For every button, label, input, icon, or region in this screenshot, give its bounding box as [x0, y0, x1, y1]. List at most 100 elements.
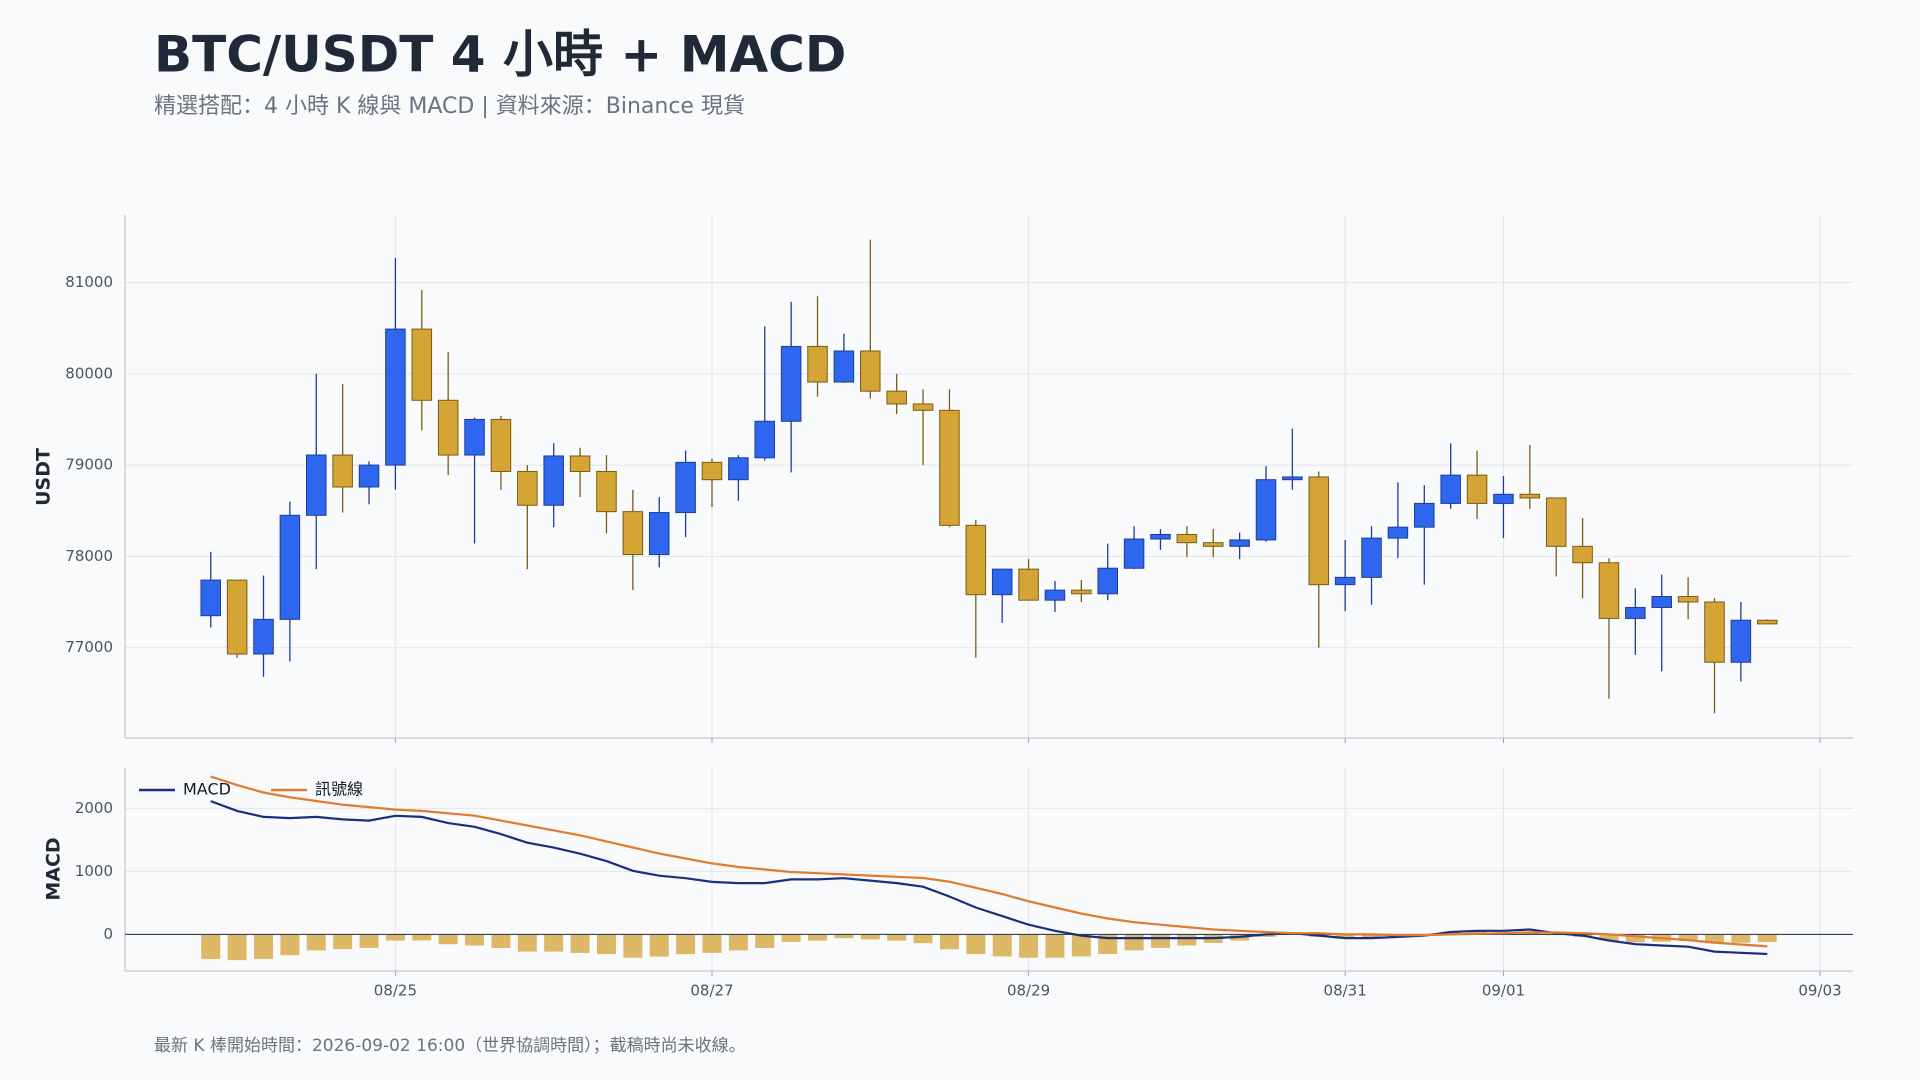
x-tick-label: 08/27: [690, 982, 733, 1000]
candle-body: [1097, 567, 1118, 595]
histogram-bar: [1019, 934, 1039, 958]
y-tick-label: 79000: [65, 456, 113, 474]
footnote: 最新 K 棒開始時間：2026-09-02 16:00（世界協調時間）；截稿時尚…: [154, 1036, 746, 1056]
histogram-bar: [834, 934, 854, 939]
candle-body: [648, 512, 670, 556]
candle-body: [1572, 545, 1593, 564]
y-tick-label: 2000: [75, 799, 113, 817]
histogram-bar: [201, 934, 221, 959]
candle-body: [1545, 497, 1567, 547]
candle-body: [569, 455, 591, 472]
histogram-bar: [333, 934, 353, 950]
candle-body: [780, 345, 802, 422]
candle-body: [385, 328, 406, 466]
y-tick-label: 0: [103, 925, 113, 943]
candle-body: [1493, 493, 1514, 504]
candle-body: [1176, 533, 1198, 544]
histogram-bar: [1441, 931, 1461, 935]
histogram-bar: [702, 934, 722, 953]
x-tick-label: 08/31: [1324, 982, 1367, 1000]
histogram-bar: [755, 934, 775, 948]
histogram-bar: [860, 934, 880, 940]
histogram-bar: [939, 934, 959, 950]
histogram-bar: [254, 934, 274, 959]
legend-label: MACD: [183, 780, 231, 799]
candle-body: [1598, 562, 1620, 619]
candle-body: [1123, 538, 1145, 569]
histogram-bar: [1599, 934, 1619, 941]
candle-body: [306, 454, 327, 516]
histogram-bar: [676, 934, 696, 955]
candle-body: [1334, 576, 1356, 586]
candle-body: [411, 328, 433, 401]
candle-body: [200, 579, 222, 617]
histogram-bar: [1071, 934, 1091, 957]
y-axis-label: USDT: [33, 448, 55, 506]
y-tick-label: 81000: [65, 273, 113, 291]
legend-label: 訊號線: [315, 780, 363, 799]
x-tick-label: 08/29: [1007, 982, 1050, 1000]
candle-body: [437, 399, 459, 456]
line-series: [210, 800, 1768, 956]
candle-body: [1387, 526, 1409, 539]
histogram-bar: [913, 934, 933, 944]
histogram-bar: [385, 934, 405, 941]
x-tick-label: 08/25: [374, 982, 417, 1000]
candle-body: [1756, 619, 1778, 625]
histogram-bar: [544, 934, 564, 952]
candle-body: [860, 350, 881, 392]
candle-body: [358, 464, 380, 488]
candle-body: [1730, 619, 1752, 663]
candle-body: [1071, 589, 1092, 595]
histogram-bar: [306, 934, 326, 951]
candle-body: [622, 511, 644, 556]
y-tick-label: 1000: [75, 862, 113, 880]
histogram-bar: [1256, 934, 1276, 937]
histogram-bar: [596, 934, 616, 955]
line-series: [210, 775, 1768, 948]
candle-body: [939, 409, 960, 526]
histogram-bar: [491, 934, 511, 948]
histogram-bar: [1362, 934, 1382, 939]
chart-subtitle: 精選搭配：4 小時 K 線與 MACD | 資料來源：Binance 現貨: [154, 94, 745, 119]
candle-body: [1519, 493, 1541, 499]
histogram-bar: [517, 934, 537, 952]
candle-body: [1018, 568, 1039, 601]
histogram-bar: [1757, 934, 1777, 942]
candle-body: [1414, 502, 1435, 528]
candle-body: [1229, 539, 1250, 547]
candle-body: [1255, 479, 1277, 541]
candle-body: [1282, 476, 1303, 481]
candle-body: [543, 455, 564, 506]
candle-body: [754, 420, 776, 459]
histogram-bar: [966, 934, 986, 955]
y-tick-label: 78000: [65, 547, 113, 565]
histogram-bar: [1150, 934, 1170, 948]
histogram-bar: [1335, 934, 1355, 939]
candle-body: [1440, 474, 1461, 504]
histogram-bar: [623, 934, 643, 958]
histogram-bar: [781, 934, 801, 942]
histogram-bar: [1124, 934, 1144, 951]
candle-body: [1466, 474, 1488, 504]
candle-body: [517, 470, 538, 506]
candle-body: [1150, 533, 1171, 540]
y-tick-label: 77000: [65, 638, 113, 656]
candle-body: [226, 579, 248, 655]
histogram-bar: [227, 934, 247, 961]
histogram-bar: [649, 934, 669, 957]
histogram-bar: [992, 934, 1012, 957]
histogram-bar: [1704, 934, 1724, 944]
y-axis-label: MACD: [43, 837, 65, 900]
histogram-bar: [1678, 934, 1698, 941]
candle-body: [490, 418, 512, 472]
histogram-bar: [280, 934, 300, 956]
candle-body: [1625, 606, 1646, 619]
candle-body: [912, 403, 934, 411]
candle-body: [833, 350, 855, 383]
candle-body: [332, 454, 353, 488]
histogram-bar: [438, 934, 458, 945]
candle-body: [1677, 596, 1699, 603]
histogram-bar: [1731, 934, 1751, 943]
